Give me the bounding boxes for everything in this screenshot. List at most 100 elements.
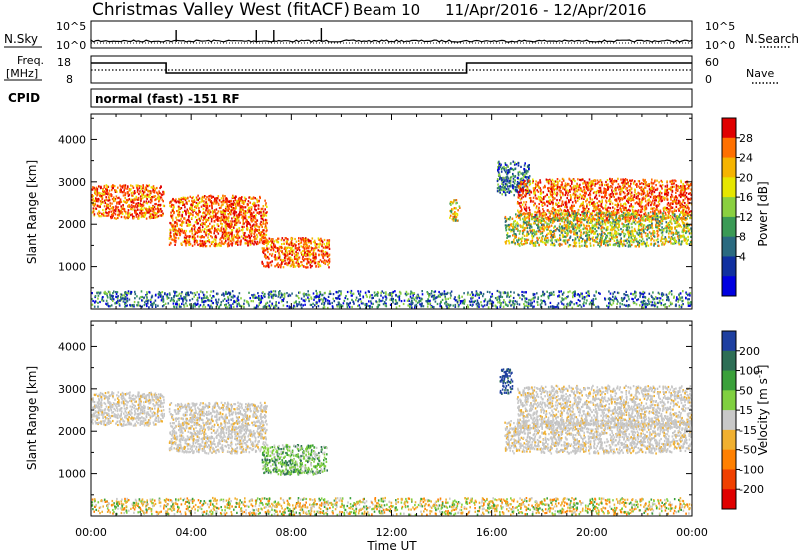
power-cell — [612, 236, 615, 239]
power-cell — [105, 190, 107, 193]
power-cell — [674, 242, 677, 245]
power-cell — [161, 193, 163, 196]
power-cell — [649, 224, 651, 227]
power-cell — [208, 229, 211, 232]
power-cell — [535, 184, 538, 187]
power-cell — [512, 168, 515, 172]
power-cell — [643, 190, 645, 193]
power-cell — [122, 208, 124, 211]
power-cell — [220, 219, 222, 222]
power-cell — [254, 235, 256, 238]
power-cell — [235, 230, 238, 233]
power-cell — [522, 178, 525, 181]
power-cell — [177, 213, 179, 216]
power-cell — [282, 266, 285, 269]
power-cell — [524, 212, 527, 215]
power-cell — [591, 181, 593, 184]
power-cell — [559, 238, 562, 241]
power-cell — [456, 201, 458, 204]
power-cell — [574, 197, 576, 200]
power-cell — [666, 203, 669, 206]
power-cell — [690, 214, 692, 217]
power-cell — [260, 207, 263, 210]
power-cell — [161, 214, 164, 217]
power-cell — [560, 184, 563, 187]
power-cell — [262, 234, 265, 237]
power-cell — [157, 207, 159, 210]
power-cell — [627, 222, 630, 226]
power-cell — [553, 232, 556, 235]
power-cell — [510, 167, 512, 170]
power-cell — [506, 234, 508, 237]
power-cell — [619, 242, 621, 245]
power-cell — [664, 191, 666, 194]
power-cell — [538, 202, 540, 206]
power-cell — [526, 182, 529, 185]
power-cell — [323, 238, 326, 242]
power-cell — [617, 196, 620, 199]
power-cell — [547, 232, 549, 235]
power-cell — [497, 161, 499, 164]
power-cell — [140, 207, 143, 210]
power-cell — [229, 239, 232, 242]
power-cell — [498, 172, 501, 175]
power-cell — [232, 196, 234, 199]
power-cell — [224, 221, 226, 224]
power-cell — [560, 185, 563, 188]
power-cell — [686, 197, 689, 200]
power-cell — [680, 210, 683, 213]
power-cell — [99, 200, 102, 203]
power-cell — [567, 209, 569, 212]
power-cell — [96, 194, 98, 197]
power-cell — [177, 237, 180, 240]
power-cell — [119, 198, 122, 201]
power-cell — [540, 188, 542, 191]
power-cell — [210, 242, 213, 246]
power-cell — [130, 207, 132, 211]
power-cell — [583, 181, 585, 184]
nave-right-tick-bottom: 0 — [705, 73, 712, 86]
power-cell — [119, 210, 121, 214]
power-cell — [586, 237, 588, 240]
power-cell — [665, 191, 668, 194]
power-cell — [160, 214, 162, 217]
power-cell — [197, 198, 199, 202]
power-cell — [539, 232, 542, 236]
power-cell — [156, 197, 159, 200]
power-cell — [110, 207, 113, 210]
power-cell — [607, 226, 609, 229]
power-cell — [519, 205, 522, 208]
power-cell — [298, 249, 301, 252]
power-cell — [517, 174, 520, 177]
power-cell — [179, 202, 181, 205]
power-cell — [513, 230, 515, 233]
power-cell — [132, 191, 134, 194]
power-cell — [582, 201, 584, 204]
power-cell — [135, 195, 138, 198]
power-cell — [502, 176, 504, 179]
power-cell — [200, 236, 202, 239]
power-cell — [320, 250, 323, 253]
power-cell — [682, 209, 684, 212]
power-cell — [633, 195, 635, 198]
power-cell — [171, 238, 173, 241]
power-cell — [300, 237, 302, 240]
power-cell — [170, 242, 172, 245]
power-cell — [174, 227, 177, 230]
power-cell — [274, 258, 276, 261]
power-cell — [326, 246, 328, 249]
power-cell — [136, 212, 139, 216]
power-cell — [517, 216, 520, 219]
power-cell — [634, 202, 637, 205]
power-cell — [257, 207, 260, 210]
power-cell — [540, 191, 543, 194]
power-cell — [557, 217, 559, 220]
power-cell — [614, 198, 616, 202]
power-cell — [231, 207, 234, 210]
power-cell — [682, 184, 684, 187]
power-cell — [526, 234, 528, 237]
power-cell — [310, 242, 312, 245]
power-cell — [255, 209, 257, 212]
power-cell — [548, 196, 550, 199]
power-cell — [207, 236, 209, 239]
